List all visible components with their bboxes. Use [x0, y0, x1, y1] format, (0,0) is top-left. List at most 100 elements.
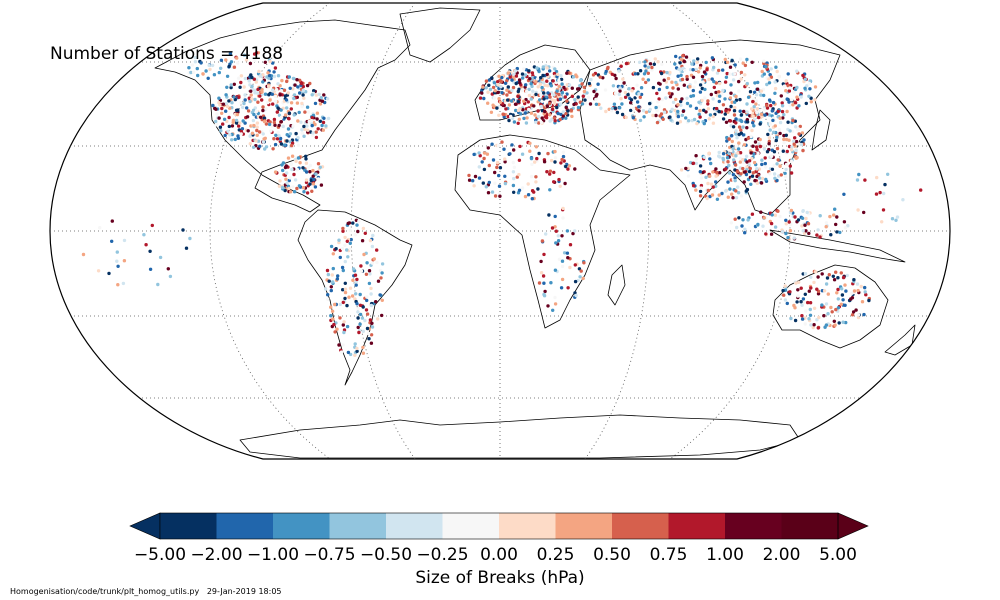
station-marker: [288, 176, 292, 180]
station-marker: [552, 116, 557, 120]
station-marker: [578, 78, 583, 83]
station-marker: [538, 82, 543, 86]
station-marker: [878, 190, 882, 195]
station-marker: [536, 85, 540, 89]
station-marker: [229, 60, 234, 64]
station-marker: [808, 79, 812, 83]
station-marker: [348, 228, 352, 232]
station-marker: [353, 273, 358, 277]
station-marker: [304, 170, 309, 174]
station-marker: [652, 62, 656, 66]
station-marker: [626, 93, 630, 97]
station-marker: [700, 74, 705, 79]
asia-coast: [579, 39, 841, 216]
station-marker: [321, 120, 326, 125]
station-marker: [799, 142, 804, 147]
station-marker: [227, 124, 231, 129]
station-marker: [744, 189, 748, 193]
australia-coast: [772, 264, 889, 349]
station-marker: [573, 291, 577, 295]
station-marker: [762, 107, 766, 112]
station-marker: [333, 330, 337, 334]
station-marker: [767, 81, 772, 85]
station-marker: [521, 108, 525, 112]
station-marker: [558, 117, 562, 122]
station-marker: [774, 65, 778, 69]
station-marker: [484, 185, 488, 189]
colorbar-tick-label: −1.00: [247, 545, 299, 565]
station-marker: [793, 318, 798, 323]
station-marker: [529, 82, 533, 86]
station-marker: [668, 70, 672, 75]
station-marker: [682, 59, 687, 64]
station-marker: [801, 73, 805, 78]
station-marker: [629, 108, 633, 113]
station-marker: [644, 110, 649, 115]
station-marker: [293, 178, 298, 182]
station-marker: [230, 138, 234, 142]
station-marker: [767, 136, 772, 140]
station-marker: [528, 149, 532, 153]
station-marker: [734, 94, 738, 99]
station-marker: [791, 139, 796, 143]
station-marker: [370, 244, 375, 249]
station-marker: [784, 162, 789, 167]
station-marker: [286, 156, 291, 160]
station-marker: [580, 102, 585, 106]
station-marker: [217, 96, 221, 100]
station-marker: [288, 132, 293, 136]
station-marker: [219, 58, 224, 62]
station-marker: [748, 125, 752, 129]
station-marker: [304, 154, 308, 158]
station-marker: [820, 303, 824, 307]
station-marker: [326, 272, 331, 277]
station-marker: [566, 109, 570, 113]
station-marker: [757, 176, 762, 180]
station-marker: [348, 247, 353, 251]
station-marker: [680, 97, 684, 101]
station-marker: [760, 162, 764, 167]
station-marker: [695, 121, 699, 126]
station-marker: [503, 81, 508, 86]
station-marker: [732, 113, 737, 117]
station-marker: [745, 57, 749, 62]
station-marker: [780, 230, 785, 234]
station-marker: [666, 76, 671, 81]
station-marker: [610, 106, 615, 111]
station-marker: [275, 110, 279, 114]
station-marker: [558, 184, 562, 188]
station-marker: [803, 223, 807, 227]
station-marker: [245, 115, 250, 119]
station-marker: [312, 89, 316, 93]
station-marker: [782, 137, 786, 142]
station-marker: [576, 105, 581, 110]
station-markers: [81, 51, 923, 357]
station-marker: [547, 213, 551, 217]
station-marker: [724, 167, 728, 171]
station-marker: [840, 287, 844, 291]
station-marker: [338, 302, 342, 307]
station-marker: [509, 99, 514, 103]
station-marker: [577, 267, 582, 271]
station-marker: [223, 133, 227, 138]
station-marker: [338, 255, 342, 260]
station-marker: [786, 83, 790, 88]
station-marker: [795, 300, 799, 304]
station-marker: [314, 172, 318, 176]
station-marker: [254, 109, 259, 114]
station-marker: [844, 320, 848, 325]
station-marker: [230, 124, 235, 128]
station-marker: [773, 124, 777, 128]
station-marker: [513, 102, 518, 107]
station-marker: [836, 276, 840, 280]
station-marker: [710, 56, 715, 60]
station-marker: [363, 318, 367, 323]
station-marker: [813, 98, 817, 102]
station-marker: [582, 85, 586, 90]
station-marker: [816, 292, 821, 296]
station-marker: [555, 105, 559, 110]
station-marker: [150, 223, 154, 228]
station-marker: [620, 112, 625, 117]
station-marker: [721, 88, 725, 93]
station-marker: [612, 102, 617, 106]
